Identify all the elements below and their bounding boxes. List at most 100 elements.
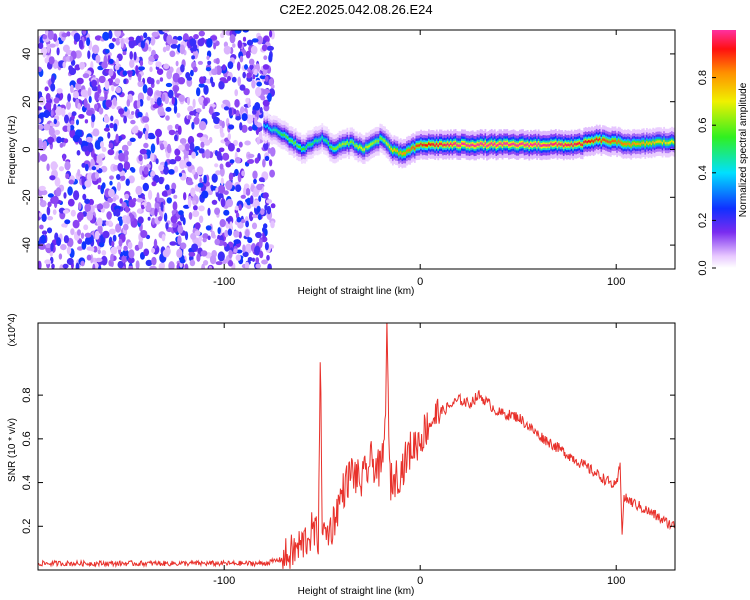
noise-speckle xyxy=(266,205,272,215)
noise-speckle xyxy=(42,34,48,40)
ridge-cell xyxy=(453,142,455,145)
noise-speckle xyxy=(77,229,81,236)
ridge-cell xyxy=(321,136,324,139)
noise-speckle xyxy=(54,129,61,136)
noise-speckle xyxy=(39,212,43,218)
ridge-cell xyxy=(490,142,493,145)
colorbar-tick-label: 0.6 xyxy=(697,118,709,133)
noise-speckle xyxy=(38,260,42,269)
noise-speckle xyxy=(210,35,218,41)
noise-speckle xyxy=(153,54,159,60)
ridge-cell xyxy=(266,124,269,127)
noise-speckle xyxy=(84,203,91,213)
noise-speckle xyxy=(81,175,85,186)
noise-speckle xyxy=(91,85,99,92)
noise-speckle xyxy=(183,204,190,209)
noise-speckle xyxy=(97,84,101,92)
ridge-cell xyxy=(617,139,620,143)
ridge-cell xyxy=(534,142,537,145)
noise-speckle xyxy=(225,217,232,222)
ridge-cell xyxy=(542,143,545,147)
noise-speckle xyxy=(242,36,247,42)
noise-speckle xyxy=(107,132,111,139)
noise-speckle xyxy=(143,153,148,160)
noise-speckle xyxy=(196,166,204,176)
snr-y-tick-label: 0.2 xyxy=(21,519,33,534)
noise-speckle xyxy=(94,104,98,111)
noise-speckle xyxy=(162,46,167,53)
noise-speckle xyxy=(199,177,203,185)
noise-speckle xyxy=(188,212,193,220)
ridge-cell xyxy=(464,142,466,146)
noise-speckle xyxy=(131,167,136,173)
noise-speckle xyxy=(173,194,178,199)
ridge-cell xyxy=(370,143,372,146)
ridge-cell xyxy=(551,143,554,146)
ridge-cell xyxy=(622,143,625,146)
noise-speckle xyxy=(115,133,119,143)
noise-speckle xyxy=(262,64,270,70)
noise-speckle xyxy=(56,88,63,94)
snr-x-tick-label: -100 xyxy=(213,575,235,587)
ridge-cell xyxy=(457,144,460,147)
noise-speckle xyxy=(84,163,89,172)
noise-speckle xyxy=(55,187,62,197)
noise-speckle xyxy=(263,223,268,229)
noise-speckle xyxy=(192,98,196,109)
noise-speckle xyxy=(177,225,184,234)
noise-speckle xyxy=(239,122,243,131)
ridge-cell xyxy=(470,143,473,147)
ridge-cell xyxy=(672,140,675,144)
noise-speckle xyxy=(203,84,209,95)
ridge-cell xyxy=(462,142,465,145)
noise-speckle xyxy=(180,64,185,73)
ridge-cell xyxy=(337,146,339,149)
ridge-cell xyxy=(545,144,548,147)
spectrogram-x-tick-label: 100 xyxy=(607,276,625,288)
noise-speckle xyxy=(76,77,84,85)
noise-speckle xyxy=(192,200,197,206)
noise-speckle xyxy=(220,132,225,138)
ridge-cell xyxy=(393,148,396,151)
noise-speckle xyxy=(179,159,186,170)
noise-speckle xyxy=(161,233,166,242)
noise-speckle xyxy=(77,169,81,177)
figure-title: C2E2.2025.042.08.26.E24 xyxy=(279,2,432,17)
noise-speckle xyxy=(252,170,258,180)
noise-speckle xyxy=(98,107,104,115)
noise-speckle xyxy=(222,152,230,161)
noise-speckle xyxy=(150,97,154,106)
noise-speckle xyxy=(76,119,79,126)
ridge-cell xyxy=(265,125,267,129)
noise-speckle xyxy=(148,46,152,52)
ridge-cell xyxy=(631,142,634,145)
noise-speckle xyxy=(245,50,251,59)
noise-speckle xyxy=(111,37,117,42)
noise-speckle xyxy=(174,165,179,173)
noise-speckle xyxy=(198,121,207,131)
ridge-cell xyxy=(293,142,295,145)
noise-speckle xyxy=(173,104,178,114)
noise-speckle xyxy=(162,30,170,33)
ridge-cell xyxy=(315,139,317,142)
noise-speckle xyxy=(223,106,230,111)
noise-speckle xyxy=(38,66,42,72)
noise-speckle xyxy=(135,65,139,75)
ridge-cell xyxy=(420,142,422,146)
spectrogram-y-tick-label: 0 xyxy=(21,146,33,152)
noise-speckle xyxy=(103,127,110,132)
ridge-cell xyxy=(606,140,609,143)
noise-speckle xyxy=(136,197,144,203)
noise-speckle xyxy=(77,212,84,221)
noise-speckle xyxy=(40,234,46,245)
ridge-cell xyxy=(638,142,640,145)
ridge-cell xyxy=(294,141,297,144)
noise-speckle xyxy=(152,104,160,109)
noise-speckle xyxy=(175,60,179,67)
noise-speckle xyxy=(268,159,273,167)
noise-speckle xyxy=(187,115,192,120)
noise-speckle xyxy=(86,109,94,116)
noise-speckle xyxy=(202,237,207,243)
noise-speckle xyxy=(98,75,106,84)
noise-speckle xyxy=(193,205,198,211)
